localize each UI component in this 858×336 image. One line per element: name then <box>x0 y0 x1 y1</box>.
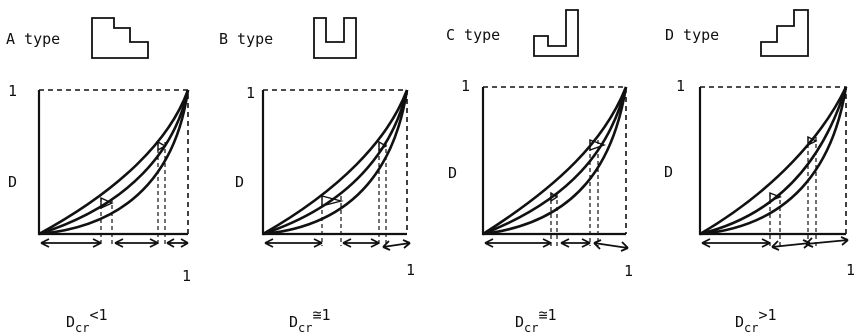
panel-b-x-max-label: 1 <box>406 261 415 279</box>
panel-c-frame <box>483 86 627 234</box>
panel-d-y-max-label: 1 <box>676 77 685 95</box>
panel-b-caption-sub: cr <box>298 321 312 335</box>
panel-b: B type 1 D 1 Dcr≅1 <box>219 17 415 335</box>
panel-b-curve-lower <box>262 89 409 236</box>
panel-a-range-arrow-3 <box>166 238 189 248</box>
panel-c-caption: Dcr≅1 <box>515 306 557 335</box>
panel-d-range-arrow-3 <box>805 236 849 248</box>
panel-d-caption-rel: >1 <box>758 306 776 324</box>
panel-b-marker-high <box>378 140 388 152</box>
panel-a-caption: Dcr<1 <box>66 306 108 335</box>
panel-a-x-max-label: 1 <box>182 267 191 285</box>
panel-b-caption-rel: ≅1 <box>312 306 330 324</box>
panel-b-y-axis-label: D <box>235 173 244 191</box>
panel-c-shape-icon <box>533 9 579 57</box>
panel-a-marker-high <box>157 140 167 152</box>
panel-d-caption-base: D <box>735 313 744 331</box>
panel-d-curve-upper <box>699 86 848 236</box>
panel-d-curve-middle <box>699 86 848 236</box>
panel-b-y-max-label: 1 <box>246 84 255 102</box>
panel-c: C type 1 D 1 Dcr≅1 <box>446 9 633 335</box>
panel-a-marker-low <box>100 196 114 210</box>
panel-c-y-max-label: 1 <box>461 77 470 95</box>
panel-d-shape-icon <box>760 9 809 57</box>
panel-b-caption-base: D <box>289 313 298 331</box>
panel-b-range-arrow-1 <box>264 238 323 248</box>
panel-a-y-max-label: 1 <box>8 82 17 100</box>
panel-a-shape-icon <box>91 17 149 59</box>
panel-a-caption-sub: cr <box>75 321 89 335</box>
panel-c-y-axis-label: D <box>448 164 457 182</box>
panel-b-range-arrow-2 <box>342 238 380 248</box>
panel-a-y-axis-label: D <box>8 173 17 191</box>
panel-a-type-label: A type <box>6 30 60 48</box>
panel-d-range-arrow-2 <box>771 239 811 251</box>
panel-a-curve-upper <box>38 89 190 236</box>
panel-d-curve-lower <box>699 86 848 236</box>
panel-b-range-arrow-3 <box>382 239 411 251</box>
panel-a: A type 1 D 1 Dcr<1 <box>6 17 191 335</box>
panel-b-curve-middle <box>262 89 409 236</box>
panel-c-marker-low <box>550 191 559 203</box>
panel-a-curve-middle <box>38 89 190 236</box>
panel-b-marker-low <box>321 195 344 207</box>
panel-d-caption-sub: cr <box>744 321 758 335</box>
panel-c-range-arrow-1 <box>484 238 552 248</box>
panel-c-caption-base: D <box>515 313 524 331</box>
panel-d-range-arrow-1 <box>701 238 771 248</box>
panel-c-range-arrow-3 <box>593 239 629 252</box>
panel-c-caption-rel: ≅1 <box>538 306 556 324</box>
panel-d-marker-low <box>769 191 782 203</box>
panel-c-range-arrow-2 <box>560 238 591 248</box>
panel-d-type-label: D type <box>665 26 719 44</box>
panel-d-y-axis-label: D <box>664 163 673 181</box>
panel-b-type-label: B type <box>219 30 273 48</box>
panel-a-curve-lower <box>38 89 190 236</box>
panel-a-range-arrow-1 <box>40 238 102 248</box>
panel-d: D type 1 D 1 Dcr>1 <box>664 9 855 335</box>
panel-c-curve-upper <box>482 86 628 236</box>
panel-c-caption-sub: cr <box>524 321 538 335</box>
panel-c-x-max-label: 1 <box>624 262 633 280</box>
panel-c-curve-lower <box>482 86 628 236</box>
panel-d-marker-high <box>807 135 818 147</box>
panel-b-shape-icon <box>313 17 357 59</box>
panel-c-type-label: C type <box>446 26 500 44</box>
panel-a-caption-rel: <1 <box>89 306 107 324</box>
panel-b-caption: Dcr≅1 <box>289 306 331 335</box>
panel-d-caption: Dcr>1 <box>735 306 777 335</box>
panel-a-range-arrow-2 <box>114 238 159 248</box>
panel-d-x-max-label: 1 <box>846 261 855 279</box>
panel-a-caption-base: D <box>66 313 75 331</box>
panel-b-curve-upper <box>262 89 409 236</box>
panel-c-marker-high <box>589 139 607 151</box>
panel-c-curve-middle <box>482 86 628 236</box>
